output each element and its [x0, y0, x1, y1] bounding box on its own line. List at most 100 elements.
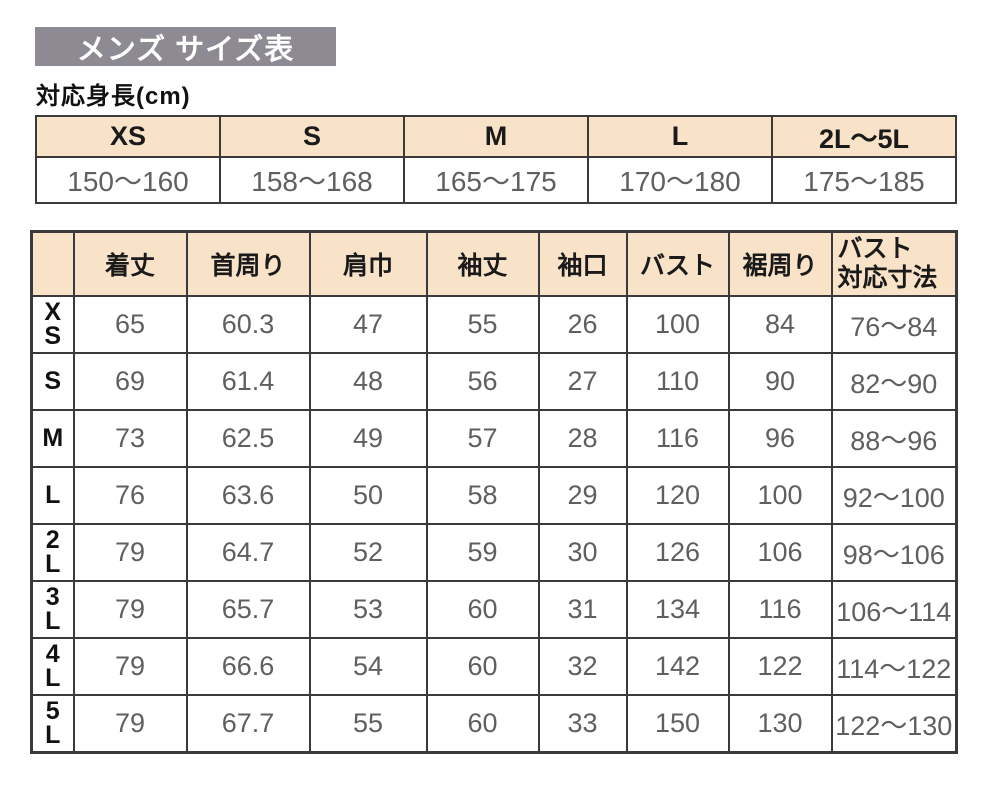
- table-cell: 62.5: [185, 409, 311, 468]
- table-cell: 29: [537, 466, 628, 525]
- table-cell: 53: [308, 580, 428, 639]
- row-header: 3 L: [30, 580, 75, 639]
- table-cell: 79: [72, 580, 188, 639]
- height-table-header-row: XS S M L 2L～5L: [35, 115, 957, 158]
- table-cell: 63.6: [185, 466, 311, 525]
- table-row: 5 L 79 67.7 55 60 33 150 130 122～130: [30, 694, 958, 754]
- table-cell: 79: [72, 523, 188, 582]
- table-cell: 110: [625, 352, 730, 411]
- table-row: 3 L 79 65.7 53 60 31 134 116 106～114: [30, 580, 958, 639]
- table-cell: 32: [537, 637, 628, 696]
- table-cell: 47: [308, 295, 428, 354]
- table-cell: 65.7: [185, 580, 311, 639]
- table-cell: 28: [537, 409, 628, 468]
- table-cell: 30: [537, 523, 628, 582]
- table-cell: 100: [727, 466, 833, 525]
- row-header: 5 L: [30, 694, 75, 754]
- table-cell: 98～106: [830, 523, 958, 582]
- table-cell: 96: [727, 409, 833, 468]
- row-header: 4 L: [30, 637, 75, 696]
- height-range-cell: 170～180: [587, 156, 773, 204]
- table-cell: 50: [308, 466, 428, 525]
- table-cell: 92～100: [830, 466, 958, 525]
- table-cell: 126: [625, 523, 730, 582]
- table-cell: 60: [425, 637, 540, 696]
- table-cell: 100: [625, 295, 730, 354]
- table-cell: 84: [727, 295, 833, 354]
- table-row: X S 65 60.3 47 55 26 100 84 76～84: [30, 295, 958, 354]
- table-cell: 130: [727, 694, 833, 754]
- table-cell: 60: [425, 580, 540, 639]
- table-cell: 27: [537, 352, 628, 411]
- column-header: 肩巾: [308, 230, 428, 297]
- table-row: M 73 62.5 49 57 28 116 96 88～96: [30, 409, 958, 468]
- table-cell: 56: [425, 352, 540, 411]
- table-cell: 55: [308, 694, 428, 754]
- table-cell: 67.7: [185, 694, 311, 754]
- column-header: 着丈: [72, 230, 188, 297]
- table-cell: 26: [537, 295, 628, 354]
- table-cell: 54: [308, 637, 428, 696]
- column-header: 裾周り: [727, 230, 833, 297]
- table-cell: 48: [308, 352, 428, 411]
- table-cell: 55: [425, 295, 540, 354]
- table-row: L 76 63.6 50 58 29 120 100 92～100: [30, 466, 958, 525]
- table-cell: 79: [72, 637, 188, 696]
- height-table: XS S M L 2L～5L 150～160 158～168 165～175 1…: [35, 115, 957, 204]
- table-cell: 90: [727, 352, 833, 411]
- page-title: メンズ サイズ表: [35, 27, 336, 66]
- column-header: 首周り: [185, 230, 311, 297]
- table-cell: 79: [72, 694, 188, 754]
- corner-cell: [30, 230, 75, 297]
- table-cell: 134: [625, 580, 730, 639]
- table-cell: 57: [425, 409, 540, 468]
- table-cell: 52: [308, 523, 428, 582]
- height-range-cell: 150～160: [35, 156, 221, 204]
- table-cell: 142: [625, 637, 730, 696]
- height-range-cell: 175～185: [771, 156, 957, 204]
- height-size-header: S: [219, 115, 405, 158]
- table-cell: 73: [72, 409, 188, 468]
- table-cell: 76～84: [830, 295, 958, 354]
- table-cell: 120: [625, 466, 730, 525]
- table-cell: 58: [425, 466, 540, 525]
- table-row: 2 L 79 64.7 52 59 30 126 106 98～106: [30, 523, 958, 582]
- table-row: S 69 61.4 48 56 27 110 90 82～90: [30, 352, 958, 411]
- table-cell: 31: [537, 580, 628, 639]
- height-size-header: 2L～5L: [771, 115, 957, 158]
- table-cell: 106～114: [830, 580, 958, 639]
- height-size-header: XS: [35, 115, 221, 158]
- height-table-value-row: 150～160 158～168 165～175 170～180 175～185: [35, 156, 957, 204]
- height-range-cell: 158～168: [219, 156, 405, 204]
- row-header: L: [30, 466, 75, 525]
- column-header: 袖丈: [425, 230, 540, 297]
- row-header: 2 L: [30, 523, 75, 582]
- table-cell: 60.3: [185, 295, 311, 354]
- height-size-header: M: [403, 115, 589, 158]
- table-cell: 61.4: [185, 352, 311, 411]
- table-cell: 116: [727, 580, 833, 639]
- table-cell: 150: [625, 694, 730, 754]
- column-header: バスト: [625, 230, 730, 297]
- column-header: 袖口: [537, 230, 628, 297]
- page-title-text: メンズ サイズ表: [76, 33, 295, 66]
- table-row: 4 L 79 66.6 54 60 32 142 122 114～122: [30, 637, 958, 696]
- table-cell: 49: [308, 409, 428, 468]
- height-range-cell: 165～175: [403, 156, 589, 204]
- table-cell: 69: [72, 352, 188, 411]
- table-cell: 64.7: [185, 523, 311, 582]
- size-table-header-row: 着丈 首周り 肩巾 袖丈 袖口 バスト 裾周り バスト 対応寸法: [30, 230, 958, 297]
- table-cell: 106: [727, 523, 833, 582]
- table-cell: 122: [727, 637, 833, 696]
- size-table: 着丈 首周り 肩巾 袖丈 袖口 バスト 裾周り バスト 対応寸法 X S 65 …: [30, 230, 958, 754]
- row-header: M: [30, 409, 75, 468]
- height-label: 対応身長(cm): [36, 83, 191, 110]
- table-cell: 88～96: [830, 409, 958, 468]
- table-cell: 60: [425, 694, 540, 754]
- table-cell: 59: [425, 523, 540, 582]
- table-cell: 65: [72, 295, 188, 354]
- table-cell: 33: [537, 694, 628, 754]
- table-cell: 76: [72, 466, 188, 525]
- height-size-header: L: [587, 115, 773, 158]
- table-cell: 122～130: [830, 694, 958, 754]
